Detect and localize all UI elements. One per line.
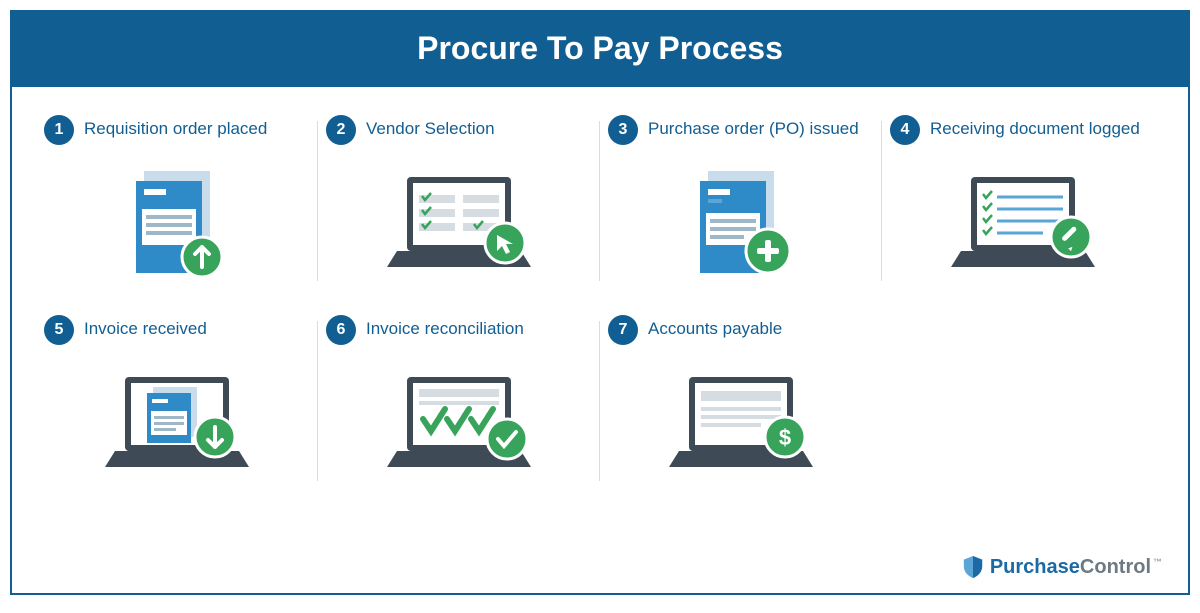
step-number-badge: 5: [44, 315, 74, 345]
infographic-frame: Procure To Pay Process 1 Requisition ord…: [10, 10, 1190, 595]
logo-tm: ™: [1153, 557, 1162, 567]
step-label: Accounts payable: [648, 315, 782, 339]
laptop-dollar-icon: $: [600, 369, 882, 489]
step-number-badge: 2: [326, 115, 356, 145]
step-label: Requisition order placed: [84, 115, 267, 139]
laptop-down-icon: [36, 369, 318, 489]
infographic-title: Procure To Pay Process: [12, 12, 1188, 87]
step-number-badge: 7: [608, 315, 638, 345]
brand-logo: PurchaseControl™: [962, 555, 1162, 579]
step-5: 5 Invoice received: [36, 311, 318, 511]
doc-up-icon: [36, 169, 318, 289]
step-label: Invoice reconciliation: [366, 315, 524, 339]
empty-cell: [882, 311, 1164, 511]
step-3: 3 Purchase order (PO) issued: [600, 111, 882, 311]
step-1: 1 Requisition order placed: [36, 111, 318, 311]
laptop-checks-icon: [318, 369, 600, 489]
step-label: Invoice received: [84, 315, 207, 339]
shield-icon: [962, 555, 984, 579]
logo-text-2: Control: [1080, 556, 1151, 578]
laptop-pencil-icon: [882, 169, 1164, 289]
laptop-cursor-icon: [318, 169, 600, 289]
step-6: 6 Invoice reconciliation: [318, 311, 600, 511]
step-4: 4 Receiving document logged: [882, 111, 1164, 311]
step-number-badge: 1: [44, 115, 74, 145]
step-number-badge: 4: [890, 115, 920, 145]
step-7: 7 Accounts payable $: [600, 311, 882, 511]
step-2: 2 Vendor Selection: [318, 111, 600, 311]
step-number-badge: 6: [326, 315, 356, 345]
step-label: Vendor Selection: [366, 115, 495, 139]
logo-text-1: Purchase: [990, 556, 1080, 578]
svg-text:$: $: [779, 425, 791, 450]
infographic-body: 1 Requisition order placed: [12, 87, 1188, 593]
step-label: Receiving document logged: [930, 115, 1140, 139]
step-number-badge: 3: [608, 115, 638, 145]
step-label: Purchase order (PO) issued: [648, 115, 859, 139]
doc-plus-icon: [600, 169, 882, 289]
